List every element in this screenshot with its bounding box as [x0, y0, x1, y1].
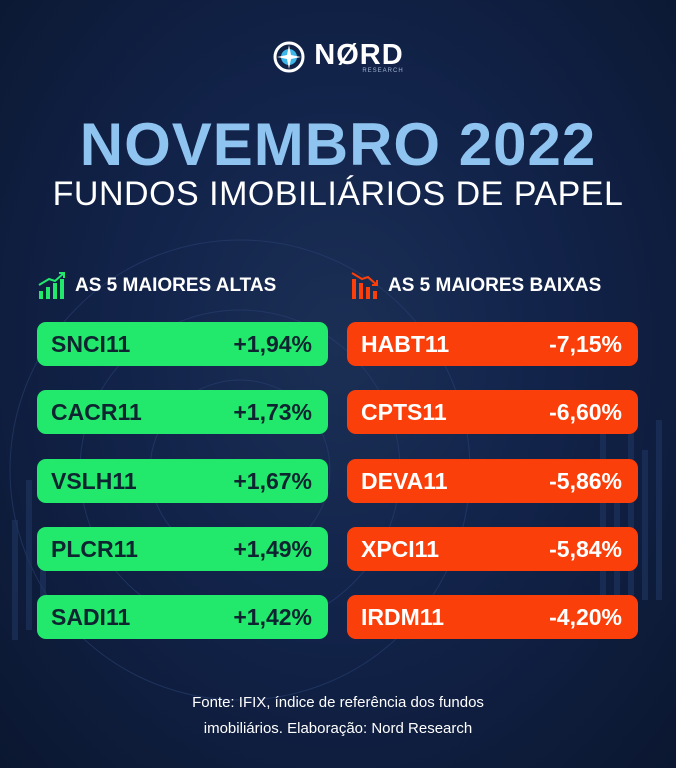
change: -7,15%	[549, 330, 622, 357]
ticker: IRDM11	[361, 603, 445, 630]
low-item: DEVA11 -5,86%	[347, 459, 638, 503]
low-item: XPCI11 -5,84%	[347, 527, 638, 571]
high-item: CACR11 +1,73%	[37, 390, 328, 434]
change: +1,67%	[233, 467, 312, 494]
source-note: Fonte: IFIX, índice de referência dos fu…	[0, 690, 676, 742]
change: -6,60%	[549, 398, 622, 425]
change: +1,42%	[233, 603, 312, 630]
ticker: CPTS11	[361, 398, 447, 425]
source-line-1: Fonte: IFIX, índice de referência dos fu…	[192, 694, 484, 711]
page-subtitle: FUNDOS IMOBILIÁRIOS DE PAPEL	[52, 175, 624, 213]
high-item: SNCI11 +1,94%	[37, 322, 328, 366]
highs-title: AS 5 MAIORES ALTAS	[75, 275, 277, 296]
low-item: IRDM11 -4,20%	[347, 595, 638, 639]
high-item: PLCR11 +1,49%	[37, 527, 328, 571]
page-title: NOVEMBRO 2022	[79, 111, 597, 178]
change: -5,84%	[549, 535, 622, 562]
low-item: HABT11 -7,15%	[347, 322, 638, 366]
compass-icon	[273, 41, 305, 73]
change: -5,86%	[549, 467, 622, 494]
brand-sub: RESEARCH	[362, 68, 404, 74]
source-line-2: imobiliários. Elaboração: Nord Research	[203, 720, 473, 737]
ticker: HABT11	[361, 330, 450, 357]
ticker: XPCI11	[361, 535, 439, 562]
ticker: SADI11	[51, 603, 131, 630]
bar-chart-down-icon	[351, 272, 378, 299]
ticker: DEVA11	[361, 467, 448, 494]
ticker: PLCR11	[51, 535, 138, 562]
low-item: CPTS11 -6,60%	[347, 390, 638, 434]
bar-chart-up-icon	[38, 272, 65, 299]
change: -4,20%	[549, 603, 622, 630]
lows-title: AS 5 MAIORES BAIXAS	[388, 275, 602, 296]
highs-header: AS 5 MAIORES ALTAS	[37, 270, 276, 302]
high-item: VSLH11 +1,67%	[37, 459, 328, 503]
brand-name: NØRD	[314, 39, 404, 71]
ticker: CACR11	[51, 398, 142, 425]
high-item: SADI11 +1,42%	[37, 595, 328, 639]
ticker: VSLH11	[51, 467, 137, 494]
change: +1,94%	[233, 330, 312, 357]
change: +1,73%	[233, 398, 312, 425]
lows-header: AS 5 MAIORES BAIXAS	[350, 270, 601, 302]
change: +1,49%	[233, 535, 312, 562]
brand-logo: NØRD RESEARCH	[0, 40, 676, 74]
ticker: SNCI11	[51, 330, 131, 357]
